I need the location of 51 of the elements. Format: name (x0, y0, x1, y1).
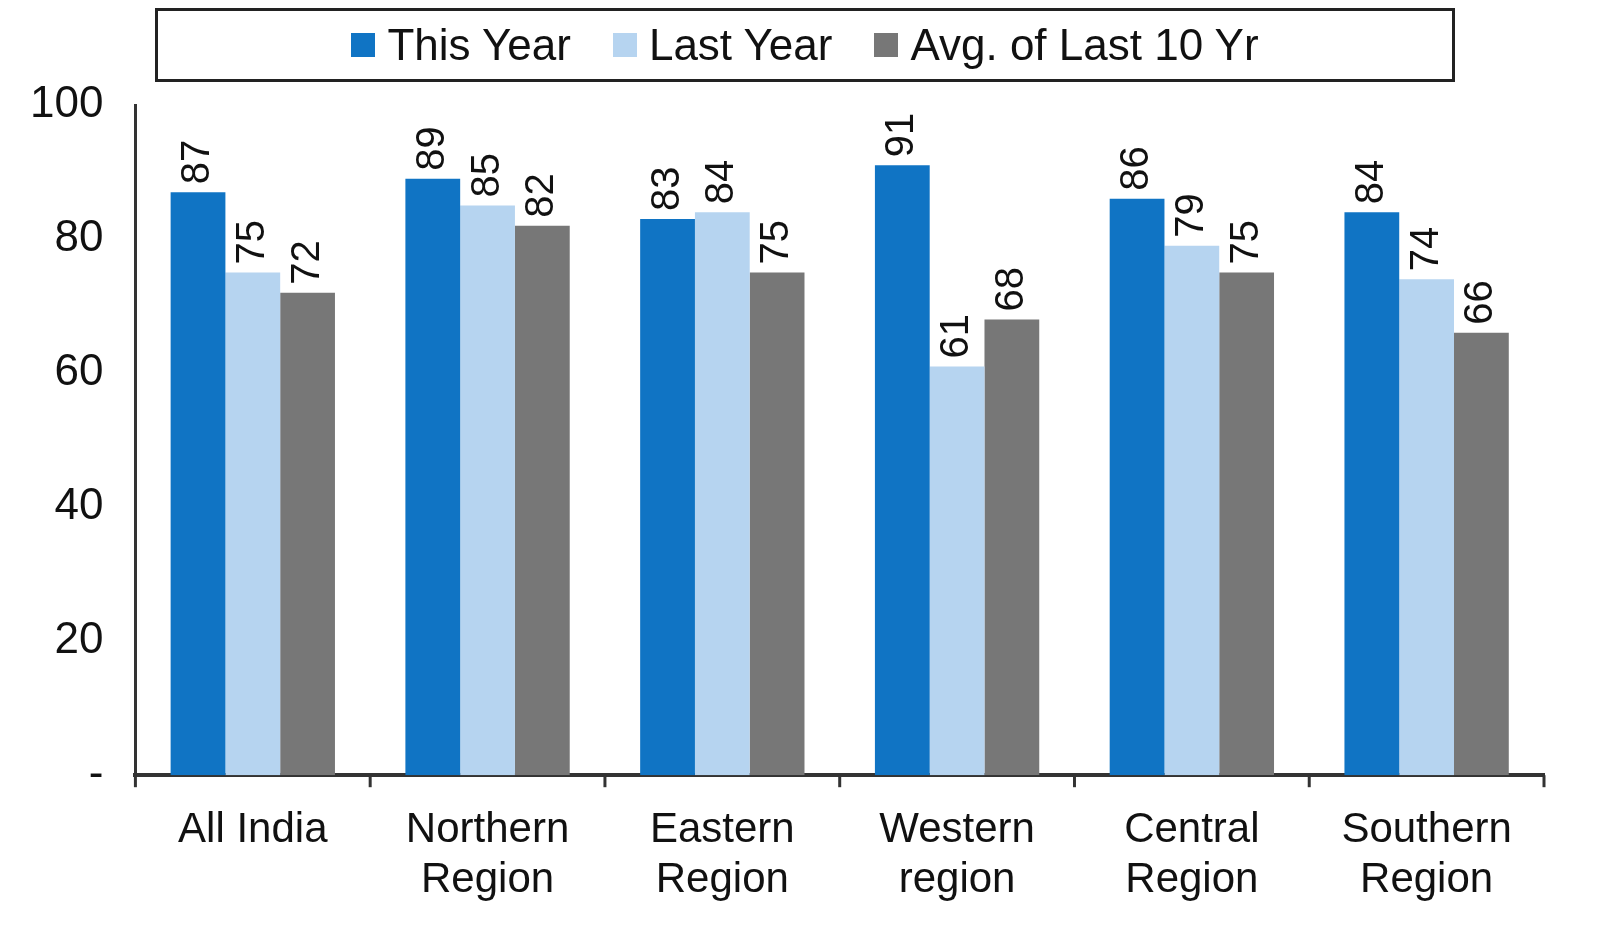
x-tick-label: Southern Region (1341, 803, 1512, 902)
data-label: 74 (1401, 226, 1446, 272)
data-label: 84 (697, 159, 742, 205)
bar (514, 225, 570, 776)
x-tick-label: Central Region (1124, 803, 1260, 902)
legend-label: Last Year (648, 20, 833, 70)
bar (170, 192, 226, 776)
data-label: 68 (986, 266, 1031, 312)
data-label: 82 (517, 173, 562, 218)
data-label: 86 (1112, 146, 1157, 191)
data-label: 91 (877, 112, 922, 158)
bar (694, 212, 750, 776)
bar (1109, 198, 1165, 776)
y-tick-label: 100 (29, 77, 104, 127)
data-label: 75 (752, 220, 797, 265)
x-tick-label: Eastern Region (649, 803, 795, 902)
bar (749, 272, 805, 776)
y-tick-label: 60 (54, 345, 104, 395)
bar (405, 178, 461, 776)
y-tick-label: - (88, 747, 104, 797)
data-label: 75 (1221, 220, 1266, 265)
data-label: 89 (407, 126, 452, 171)
legend-label: Avg. of Last 10 Yr (910, 20, 1259, 70)
bar (1344, 212, 1400, 776)
bar (1454, 332, 1509, 776)
data-label: 75 (227, 220, 272, 265)
bar (984, 319, 1040, 776)
data-label: 66 (1456, 280, 1501, 325)
x-tick-label: All India (178, 803, 329, 851)
bar (929, 366, 985, 776)
bar (1164, 245, 1220, 776)
bar (225, 272, 281, 776)
bar (640, 218, 695, 776)
data-label: 61 (932, 313, 977, 359)
data-label: 85 (462, 153, 507, 198)
legend-label: This Year (387, 20, 571, 70)
data-label: 87 (173, 139, 218, 185)
bar (280, 292, 335, 776)
x-tick-label: Western region (879, 803, 1035, 902)
y-tick-label: 40 (54, 479, 104, 529)
bar (1399, 279, 1455, 776)
y-tick-label: 20 (54, 613, 104, 663)
bar (874, 165, 930, 776)
data-label: 72 (282, 240, 327, 285)
bar (460, 205, 515, 776)
x-tick-label: Northern Region (405, 803, 570, 902)
data-label: 84 (1346, 159, 1391, 205)
y-tick-label: 80 (54, 211, 104, 261)
data-label: 83 (642, 166, 687, 211)
bar (1219, 272, 1275, 776)
data-label: 79 (1166, 193, 1211, 238)
